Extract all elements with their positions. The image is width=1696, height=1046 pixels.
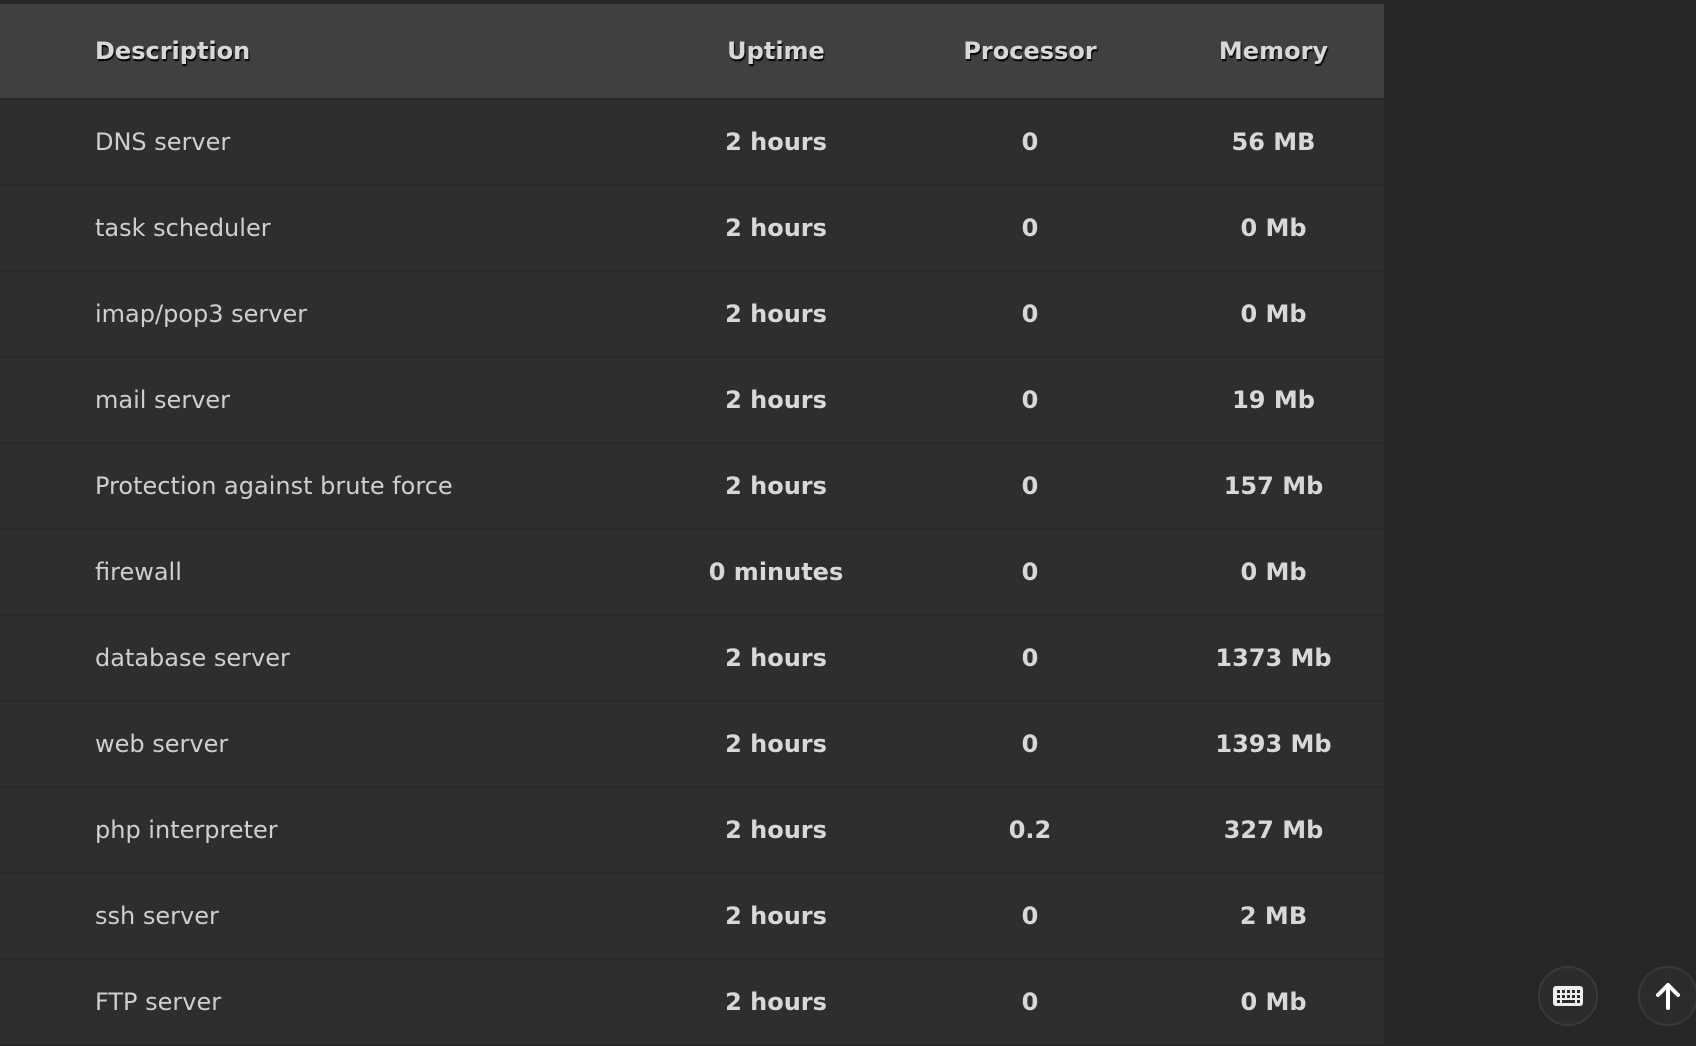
table-row[interactable]: php interpreter 2 hours 0.2 327 Mb	[0, 788, 1384, 874]
table-row[interactable]: ssh server 2 hours 0 2 MB	[0, 874, 1384, 960]
cell-processor: 0	[1021, 644, 1039, 672]
cell-description: task scheduler	[95, 214, 271, 242]
cell-uptime: 2 hours	[725, 300, 827, 328]
cell-description: Protection against brute force	[95, 472, 453, 500]
cell-memory: 2 MB	[1239, 902, 1308, 930]
header-uptime[interactable]: Uptime	[727, 37, 825, 65]
cell-memory: 19 Mb	[1232, 386, 1315, 414]
table-row[interactable]: web server 2 hours 0 1393 Mb	[0, 702, 1384, 788]
table-row[interactable]: FTP server 2 hours 0 0 Mb	[0, 960, 1384, 1046]
table-row[interactable]: firewall 0 minutes 0 0 Mb	[0, 530, 1384, 616]
scroll-top-button[interactable]	[1638, 966, 1696, 1026]
cell-memory: 327 Mb	[1223, 816, 1324, 844]
cell-description: php interpreter	[95, 816, 278, 844]
cell-uptime: 2 hours	[725, 644, 827, 672]
cell-description: web server	[95, 730, 229, 758]
keyboard-icon	[1553, 986, 1583, 1006]
cell-processor: 0	[1021, 128, 1039, 156]
header-processor[interactable]: Processor	[963, 37, 1097, 65]
header-description[interactable]: Description	[95, 37, 251, 65]
cell-memory: 1393 Mb	[1215, 730, 1332, 758]
cell-uptime: 2 hours	[725, 730, 827, 758]
cell-uptime: 2 hours	[725, 472, 827, 500]
cell-processor: 0	[1021, 558, 1039, 586]
cell-memory: 0 Mb	[1240, 988, 1307, 1016]
cell-processor: 0	[1021, 386, 1039, 414]
cell-memory: 56 MB	[1231, 128, 1316, 156]
cell-description: ssh server	[95, 902, 219, 930]
cell-uptime: 0 minutes	[708, 558, 844, 586]
cell-processor: 0	[1021, 472, 1039, 500]
table-row[interactable]: imap/pop3 server 2 hours 0 0 Mb	[0, 272, 1384, 358]
table-row[interactable]: DNS server 2 hours 0 56 MB	[0, 100, 1384, 186]
arrow-up-icon	[1656, 983, 1680, 1010]
cell-description: database server	[95, 644, 290, 672]
table-row[interactable]: task scheduler 2 hours 0 0 Mb	[0, 186, 1384, 272]
table-header: Description Uptime Processor Memory	[0, 4, 1384, 100]
keyboard-button[interactable]	[1538, 966, 1598, 1026]
table-row[interactable]: database server 2 hours 0 1373 Mb	[0, 616, 1384, 702]
cell-uptime: 2 hours	[725, 988, 827, 1016]
cell-uptime: 2 hours	[725, 386, 827, 414]
cell-processor: 0	[1021, 730, 1039, 758]
services-table: Description Uptime Processor Memory DNS …	[0, 4, 1384, 1046]
cell-description: firewall	[95, 558, 182, 586]
cell-description: FTP server	[95, 988, 222, 1016]
cell-processor: 0	[1021, 902, 1039, 930]
cell-description: DNS server	[95, 128, 231, 156]
cell-processor: 0	[1021, 214, 1039, 242]
table-row[interactable]: Protection against brute force 2 hours 0 15…	[0, 444, 1384, 530]
cell-description: mail server	[95, 386, 231, 414]
cell-description: imap/pop3 server	[95, 300, 308, 328]
cell-processor: 0	[1021, 300, 1039, 328]
cell-memory: 0 Mb	[1240, 558, 1307, 586]
cell-memory: 157 Mb	[1223, 472, 1324, 500]
cell-memory: 0 Mb	[1240, 300, 1307, 328]
table-row[interactable]: mail server 2 hours 0 19 Mb	[0, 358, 1384, 444]
cell-uptime: 2 hours	[725, 816, 827, 844]
cell-uptime: 2 hours	[725, 128, 827, 156]
cell-processor: 0.2	[1008, 816, 1052, 844]
cell-memory: 0 Mb	[1240, 214, 1307, 242]
header-memory[interactable]: Memory	[1218, 37, 1329, 65]
cell-memory: 1373 Mb	[1215, 644, 1332, 672]
cell-processor: 0	[1021, 988, 1039, 1016]
cell-uptime: 2 hours	[725, 214, 827, 242]
cell-uptime: 2 hours	[725, 902, 827, 930]
